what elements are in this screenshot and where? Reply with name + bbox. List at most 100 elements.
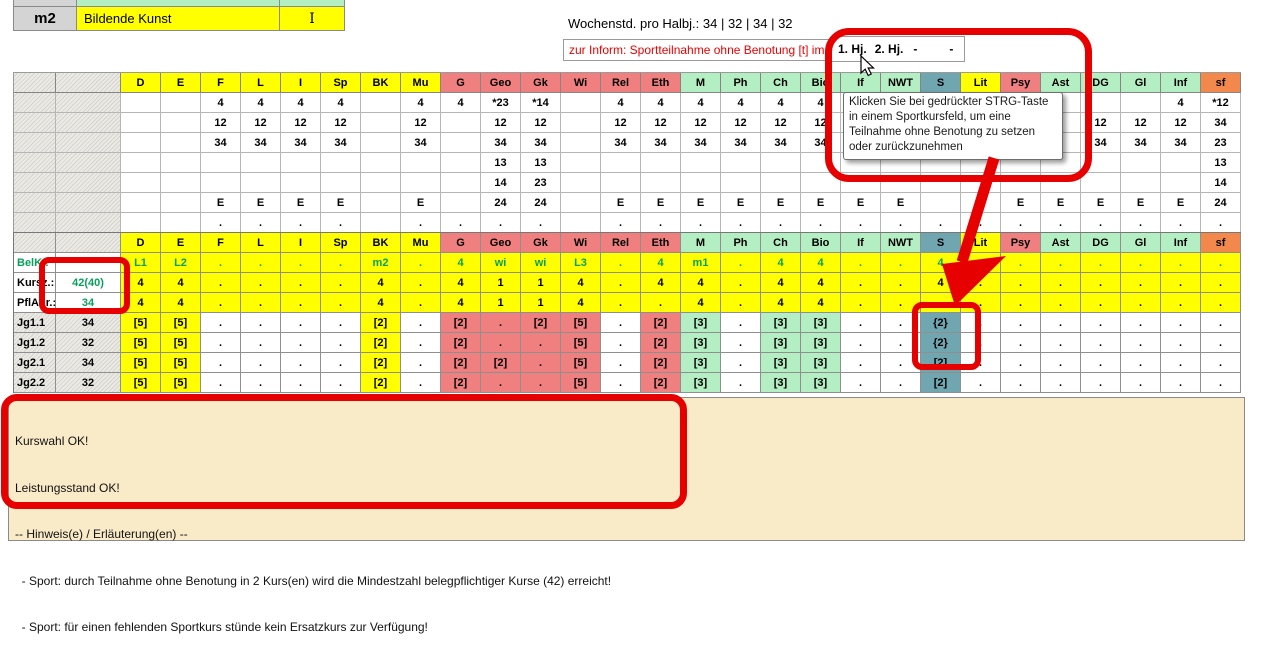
cell-option6-DG[interactable]: E — [1081, 193, 1121, 213]
cell-Jg2.1-D[interactable]: [5] — [121, 353, 161, 373]
cell-option3-Ph[interactable]: 34 — [721, 133, 761, 153]
cell-kursz-If[interactable]: . — [841, 273, 881, 293]
cell-Jg2.1-S[interactable]: [2] — [921, 353, 961, 373]
cell-belk-L[interactable]: . — [241, 253, 281, 273]
cell-Jg2.2-NWT[interactable]: . — [881, 373, 921, 393]
cell-option3-Gk[interactable]: 34 — [521, 133, 561, 153]
cell-option4-Mu[interactable] — [401, 153, 441, 173]
cell-option7-Rel[interactable]: . — [601, 213, 641, 233]
cell-belk-BK[interactable]: m2 — [361, 253, 401, 273]
cell-option3-Geo[interactable]: 34 — [481, 133, 521, 153]
cell-option2-Gk[interactable]: 12 — [521, 113, 561, 133]
cell-option4-Inf[interactable] — [1161, 153, 1201, 173]
cell-option6-L[interactable]: E — [241, 193, 281, 213]
cell-option1-sf[interactable]: *12 — [1201, 93, 1241, 113]
cell-option6-Ph[interactable]: E — [721, 193, 761, 213]
cell-Jg1.1-Geo[interactable]: . — [481, 313, 521, 333]
cell-Jg1.1-Eth[interactable]: [2] — [641, 313, 681, 333]
cell-kursz-Eth[interactable]: 4 — [641, 273, 681, 293]
cell-option7-F[interactable]: . — [201, 213, 241, 233]
cell-option5-Ch[interactable] — [761, 173, 801, 193]
cell-Jg2.2-Gl[interactable]: . — [1121, 373, 1161, 393]
cell-option7-Ast[interactable]: . — [1041, 213, 1081, 233]
cell-option7-Gk[interactable]: . — [521, 213, 561, 233]
cell-Jg1.1-Inf[interactable]: . — [1161, 313, 1201, 333]
cell-option6-Geo[interactable]: 24 — [481, 193, 521, 213]
cell-option5-Geo[interactable]: 14 — [481, 173, 521, 193]
cell-Jg2.1-F[interactable]: . — [201, 353, 241, 373]
cell-Jg2.2-Ast[interactable]: . — [1041, 373, 1081, 393]
cell-option5-Ast[interactable] — [1041, 173, 1081, 193]
cell-option2-Eth[interactable]: 12 — [641, 113, 681, 133]
cell-Jg2.2-Mu[interactable]: . — [401, 373, 441, 393]
cell-Jg1.1-Rel[interactable]: . — [601, 313, 641, 333]
cell-Jg1.2-D[interactable]: [5] — [121, 333, 161, 353]
cell-option2-Wi[interactable] — [561, 113, 601, 133]
cell-option5-Wi[interactable] — [561, 173, 601, 193]
cell-pflanr-BK[interactable]: 4 — [361, 293, 401, 313]
cell-belk-Gl[interactable]: . — [1121, 253, 1161, 273]
cell-Jg2.1-Ch[interactable]: [3] — [761, 353, 801, 373]
cell-Jg1.1-Lit[interactable]: . — [961, 313, 1001, 333]
cell-pflanr-NWT[interactable]: . — [881, 293, 921, 313]
cell-pflanr-S[interactable] — [921, 293, 961, 313]
cell-option7-Eth[interactable]: . — [641, 213, 681, 233]
cell-option6-Mu[interactable]: E — [401, 193, 441, 213]
cell-option4-D[interactable] — [121, 153, 161, 173]
cell-pflanr-sf[interactable]: . — [1201, 293, 1241, 313]
cell-Jg1.2-NWT[interactable]: . — [881, 333, 921, 353]
cell-pflanr-Ph[interactable]: . — [721, 293, 761, 313]
cell-option6-Eth[interactable]: E — [641, 193, 681, 213]
cell-option5-Gl[interactable] — [1121, 173, 1161, 193]
cell-option5-D[interactable] — [121, 173, 161, 193]
cell-Jg2.1-Gl[interactable]: . — [1121, 353, 1161, 373]
cell-option6-S[interactable] — [921, 193, 961, 213]
cell-option5-Inf[interactable] — [1161, 173, 1201, 193]
cell-option6-Gk[interactable]: 24 — [521, 193, 561, 213]
cell-Jg2.1-Bio[interactable]: [3] — [801, 353, 841, 373]
cell-kursz-G[interactable]: 4 — [441, 273, 481, 293]
cell-belk-If[interactable]: . — [841, 253, 881, 273]
cell-Jg1.1-Ch[interactable]: [3] — [761, 313, 801, 333]
cell-belk-I[interactable]: . — [281, 253, 321, 273]
cell-option7-Bio[interactable]: . — [801, 213, 841, 233]
cell-option2-D[interactable] — [121, 113, 161, 133]
cell-option6-D[interactable] — [121, 193, 161, 213]
cell-kursz-Inf[interactable]: . — [1161, 273, 1201, 293]
cell-option7-Gl[interactable]: . — [1121, 213, 1161, 233]
cell-option7-Inf[interactable]: . — [1161, 213, 1201, 233]
cell-option5-NWT[interactable] — [881, 173, 921, 193]
cell-option5-Psy[interactable] — [1001, 173, 1041, 193]
cell-Jg1.1-F[interactable]: . — [201, 313, 241, 333]
cell-belk-sf[interactable]: . — [1201, 253, 1241, 273]
cell-belk-DG[interactable]: . — [1081, 253, 1121, 273]
cell-kursz-L[interactable]: . — [241, 273, 281, 293]
cell-pflanr-F[interactable]: . — [201, 293, 241, 313]
cell-kursz-BK[interactable]: 4 — [361, 273, 401, 293]
cell-option2-Ch[interactable]: 12 — [761, 113, 801, 133]
cell-Jg1.1-Ph[interactable]: . — [721, 313, 761, 333]
cell-pflanr-Lit[interactable]: . — [961, 293, 1001, 313]
cell-option1-Gk[interactable]: *14 — [521, 93, 561, 113]
cell-option4-E[interactable] — [161, 153, 201, 173]
cell-option6-M[interactable]: E — [681, 193, 721, 213]
cell-Jg2.1-NWT[interactable]: . — [881, 353, 921, 373]
cell-Jg2.1-Geo[interactable]: [2] — [481, 353, 521, 373]
cell-option4-Sp[interactable] — [321, 153, 361, 173]
cell-option5-If[interactable] — [841, 173, 881, 193]
cell-kursz-I[interactable]: . — [281, 273, 321, 293]
cell-option6-Sp[interactable]: E — [321, 193, 361, 213]
cell-option1-Eth[interactable]: 4 — [641, 93, 681, 113]
cell-belk-Mu[interactable]: . — [401, 253, 441, 273]
cell-pflanr-M[interactable]: 4 — [681, 293, 721, 313]
cell-option6-BK[interactable] — [361, 193, 401, 213]
cell-Jg2.2-Lit[interactable]: . — [961, 373, 1001, 393]
cell-kursz-Lit[interactable]: . — [961, 273, 1001, 293]
cell-kursz-DG[interactable]: . — [1081, 273, 1121, 293]
cell-Jg1.1-Wi[interactable]: [5] — [561, 313, 601, 333]
cell-pflanr-Eth[interactable]: . — [641, 293, 681, 313]
cell-Jg1.2-E[interactable]: [5] — [161, 333, 201, 353]
cell-option2-Rel[interactable]: 12 — [601, 113, 641, 133]
cell-option3-BK[interactable] — [361, 133, 401, 153]
cell-option6-Ast[interactable]: E — [1041, 193, 1081, 213]
